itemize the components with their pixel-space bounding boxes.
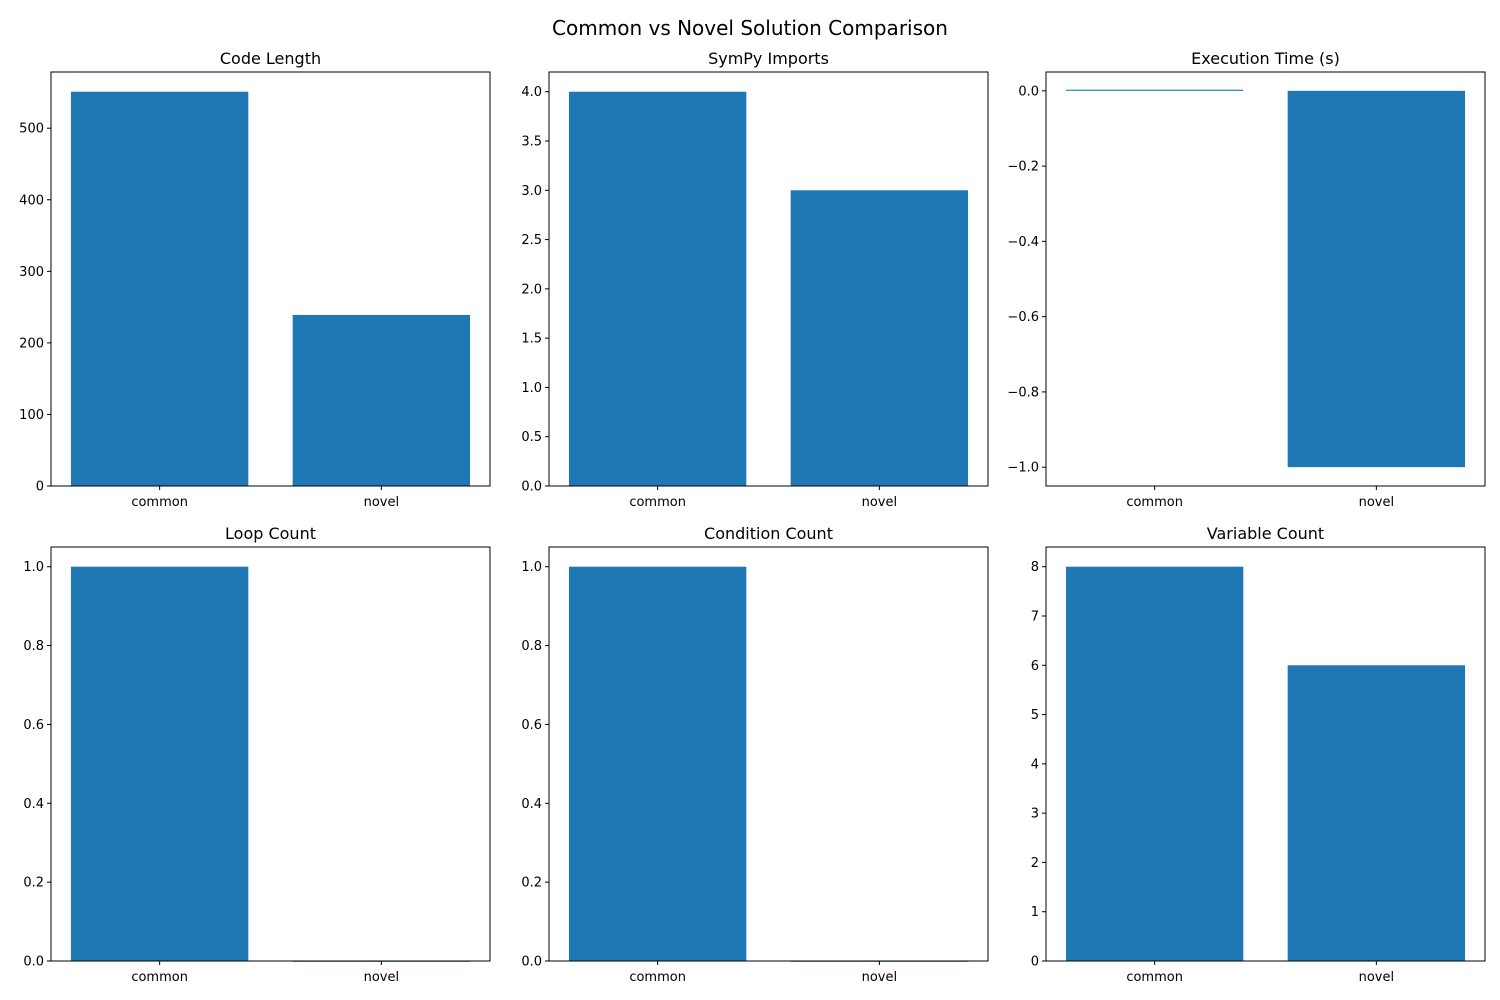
y-tick-label: 4.0	[521, 85, 542, 100]
y-tick-label: 1.5	[521, 332, 542, 347]
bar-novel	[292, 314, 471, 486]
bar-common	[1065, 566, 1244, 961]
panel-title: Loop Count	[225, 524, 316, 543]
x-tick-label: common	[131, 970, 188, 985]
x-tick-label: common	[629, 495, 686, 510]
panel-code-length: Code Length 0 100 200 300 400 500 common novel	[19, 49, 491, 510]
bar-novel	[790, 190, 969, 487]
y-tick-label: 1.0	[521, 560, 542, 575]
y-tick-label: 0.5	[521, 430, 542, 445]
y-tick-label: 0.0	[521, 480, 542, 495]
panel-title: Condition Count	[704, 524, 833, 543]
y-tick-label: 6	[1031, 659, 1039, 674]
x-tick-label: novel	[364, 970, 400, 985]
y-tick-label: 0.0	[521, 955, 542, 970]
panel-title: Execution Time (s)	[1191, 49, 1340, 68]
y-tick-label: 0	[1031, 955, 1039, 970]
axes-frame	[50, 71, 491, 487]
y-tick-label: 500	[19, 122, 44, 137]
axes-frame	[1045, 546, 1486, 962]
panel-title: Code Length	[220, 49, 321, 68]
y-tick-label: 400	[19, 193, 44, 208]
y-tick-label: 0.8	[521, 639, 542, 654]
x-tick-label: common	[131, 495, 188, 510]
panel-loop-count: Loop Count 0.0 0.2 0.4 0.6 0.8 1.0 common novel	[23, 524, 491, 985]
y-tick-label: 0.2	[521, 876, 542, 891]
y-tick-label: 7	[1031, 610, 1039, 625]
y-tick-label: −0.8	[1007, 385, 1039, 400]
y-tick-label: 2.0	[521, 282, 542, 297]
y-tick-label: 3.5	[521, 135, 542, 150]
x-tick-label: novel	[862, 970, 898, 985]
bar-common	[1065, 89, 1244, 91]
y-tick-label: 1	[1031, 905, 1039, 920]
y-tick-label: 1.0	[521, 381, 542, 396]
y-tick-label: 3	[1031, 807, 1039, 822]
x-tick-label: novel	[364, 495, 400, 510]
panel-title: SymPy Imports	[708, 49, 829, 68]
y-tick-label: 0.4	[521, 797, 542, 812]
y-tick-label: 0.4	[23, 797, 44, 812]
bar-novel	[1287, 90, 1466, 468]
bar-common	[568, 566, 747, 961]
bar-common	[70, 566, 249, 961]
panel-condition-count: Condition Count 0.0 0.2 0.4 0.6 0.8 1.0 common n…	[521, 524, 989, 985]
x-tick-label: novel	[1359, 495, 1395, 510]
y-tick-label: 4	[1031, 757, 1039, 772]
y-tick-label: 8	[1031, 560, 1039, 575]
y-tick-label: 0.2	[23, 876, 44, 891]
axes-frame	[548, 546, 989, 962]
x-tick-label: common	[1126, 495, 1183, 510]
axes-frame	[548, 71, 989, 487]
y-tick-label: 2.5	[521, 233, 542, 248]
panel-title: Variable Count	[1207, 524, 1324, 543]
y-tick-label: 0.8	[23, 639, 44, 654]
x-tick-label: novel	[862, 495, 898, 510]
y-tick-label: 0	[36, 480, 44, 495]
y-tick-label: 100	[19, 408, 44, 423]
y-tick-label: −0.2	[1007, 160, 1039, 175]
panel-execution-time-s: Execution Time (s) −1.0 −0.8 −0.6 −0.4 −0.2 0.…	[1007, 49, 1486, 510]
x-tick-label: common	[629, 970, 686, 985]
y-tick-label: 0.0	[1018, 84, 1039, 99]
bar-common	[568, 91, 747, 487]
y-tick-label: 3.0	[521, 184, 542, 199]
y-tick-label: 5	[1031, 708, 1039, 723]
y-tick-label: −0.4	[1007, 235, 1039, 250]
axes-frame	[50, 546, 491, 962]
panel-variable-count: Variable Count 0 1 2 3 4 5 6 7 8 common novel	[1031, 524, 1486, 985]
bar-common	[70, 91, 249, 487]
y-tick-label: −0.6	[1007, 310, 1039, 325]
y-tick-label: 0.0	[23, 955, 44, 970]
panel-sympy-imports: SymPy Imports 0.0 0.5 1.0 1.5 2.0 2.5 3.0 3.5 4.0…	[521, 49, 989, 510]
y-tick-label: 1.0	[23, 560, 44, 575]
bar-novel	[1287, 665, 1466, 961]
y-tick-label: 300	[19, 265, 44, 280]
y-tick-label: 0.6	[521, 718, 542, 733]
y-tick-label: 0.6	[23, 718, 44, 733]
x-tick-label: novel	[1359, 970, 1395, 985]
axes-frame	[1045, 71, 1486, 487]
y-tick-label: 200	[19, 336, 44, 351]
x-tick-label: common	[1126, 970, 1183, 985]
figure-title: Common vs Novel Solution Comparison	[552, 16, 948, 40]
y-tick-label: 2	[1031, 856, 1039, 871]
y-tick-label: −1.0	[1007, 461, 1039, 476]
